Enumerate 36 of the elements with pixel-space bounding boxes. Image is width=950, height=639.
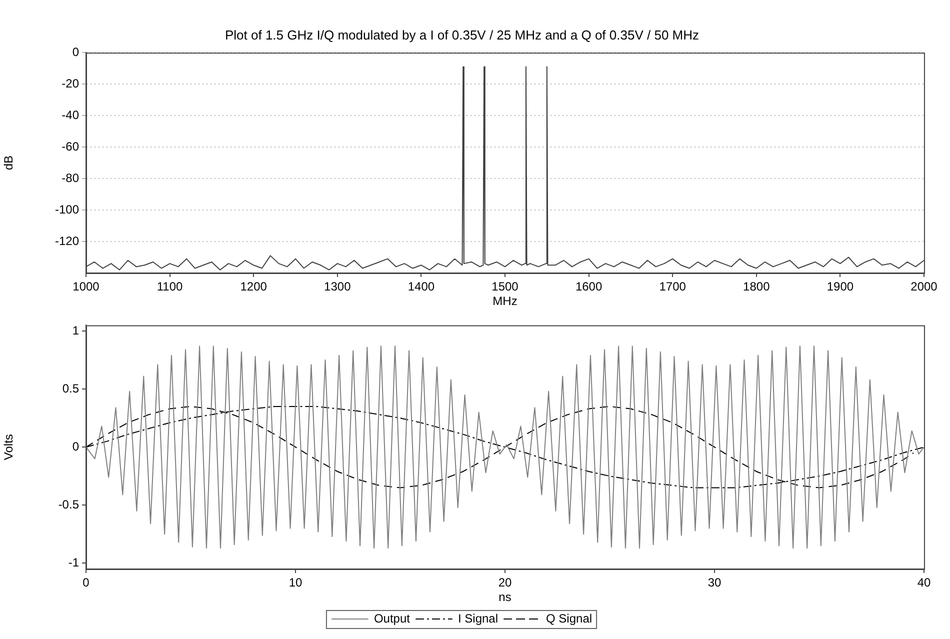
chart-title: Plot of 1.5 GHz I/Q modulated by a I of 0.35V / 25 MHz and a Q of 0.35V / 50 MHz bbox=[224, 27, 700, 42]
x-tick-label: 1200 bbox=[240, 280, 268, 294]
x-tick-label: 1300 bbox=[324, 280, 352, 294]
x-tick-label: 40 bbox=[917, 576, 931, 590]
x-axis-title: MHz bbox=[492, 294, 518, 308]
x-tick-label: 1400 bbox=[408, 280, 435, 294]
x-tick-label: 0 bbox=[82, 576, 90, 590]
y-tick-label: 0 bbox=[72, 439, 80, 454]
y-axis-title: Volts bbox=[2, 434, 16, 460]
y-tick-label: -80 bbox=[62, 170, 80, 185]
x-tick-label: 20 bbox=[498, 576, 512, 590]
legend-label: I Signal bbox=[458, 611, 498, 626]
x-tick-label: 1800 bbox=[743, 280, 770, 294]
x-tick-label: 1000 bbox=[72, 280, 100, 294]
y-axis-title: dB bbox=[2, 155, 16, 170]
y-tick-label: -0.5 bbox=[58, 497, 80, 512]
y-tick-label: -40 bbox=[62, 108, 80, 122]
x-tick-label: 1600 bbox=[575, 280, 602, 294]
y-tick-label: 1 bbox=[72, 323, 80, 338]
x-tick-label: 1700 bbox=[659, 280, 686, 294]
x-tick-label: 10 bbox=[288, 576, 302, 590]
y-tick-label: -20 bbox=[62, 76, 80, 90]
legend-label: Output bbox=[374, 611, 411, 626]
x-axis-title: ns bbox=[498, 590, 512, 604]
x-tick-label: 1900 bbox=[826, 280, 854, 294]
x-tick-label: 1500 bbox=[492, 280, 519, 294]
x-tick-label: 2000 bbox=[910, 280, 938, 294]
legend-label: Q Signal bbox=[546, 611, 592, 626]
x-tick-label: 30 bbox=[708, 576, 722, 590]
y-tick-label: -100 bbox=[54, 202, 80, 216]
y-tick-label: 0 bbox=[72, 44, 80, 59]
y-tick-label: 0.5 bbox=[62, 381, 80, 396]
y-tick-label: -1 bbox=[68, 556, 80, 570]
y-tick-label: -60 bbox=[62, 139, 80, 154]
y-tick-label: -120 bbox=[54, 234, 80, 248]
x-tick-label: 1100 bbox=[156, 280, 184, 294]
